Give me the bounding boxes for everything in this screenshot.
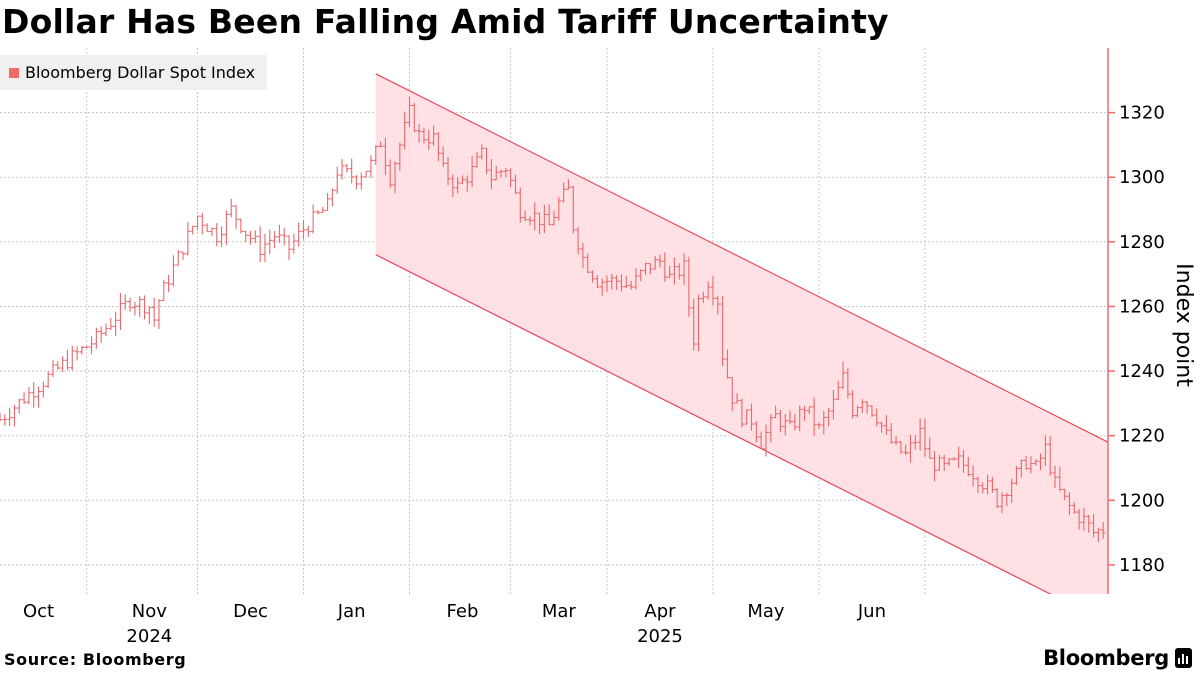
y-tick-label: 1180 <box>1119 555 1165 576</box>
y-tick-label: 1320 <box>1119 103 1165 124</box>
bloomberg-chart-icon <box>1175 648 1192 668</box>
x-tick-label: Dec <box>233 601 268 622</box>
y-tick-label: 1300 <box>1119 167 1165 188</box>
brand-logo: Bloomberg <box>1043 646 1192 670</box>
source-note: Source: Bloomberg <box>4 650 187 669</box>
y-tick-label: 1220 <box>1119 426 1165 447</box>
channel-lower-line <box>375 254 1052 594</box>
x-tick-label: Mar <box>542 601 577 622</box>
x-tick-label: Jan <box>337 601 366 622</box>
x-tick-label: Nov <box>132 601 167 622</box>
x-tick-label: May <box>747 601 785 622</box>
x-year-label: 2025 <box>637 626 683 647</box>
y-tick-label: 1200 <box>1119 490 1165 511</box>
y-tick-label: 1280 <box>1119 232 1165 253</box>
y-tick-label: 1240 <box>1119 361 1165 382</box>
x-tick-label: Apr <box>644 601 676 622</box>
legend: Bloomberg Dollar Spot Index <box>0 55 268 90</box>
chart-title: Dollar Has Been Falling Amid Tariff Unce… <box>2 2 889 41</box>
x-tick-label: Feb <box>447 601 479 622</box>
channel-fill <box>375 73 1108 594</box>
y-tick-label: 1260 <box>1119 296 1165 317</box>
trend-channel <box>375 73 1108 594</box>
x-tick-label: Jun <box>857 601 886 622</box>
x-year-label: 2024 <box>126 626 172 647</box>
channel-upper-line <box>375 73 1108 443</box>
brand-name: Bloomberg <box>1043 646 1169 670</box>
legend-swatch <box>9 67 19 78</box>
legend-label: Bloomberg Dollar Spot Index <box>25 63 256 82</box>
y-axis-title: Index point <box>1171 263 1196 387</box>
x-tick-label: Oct <box>23 601 54 622</box>
